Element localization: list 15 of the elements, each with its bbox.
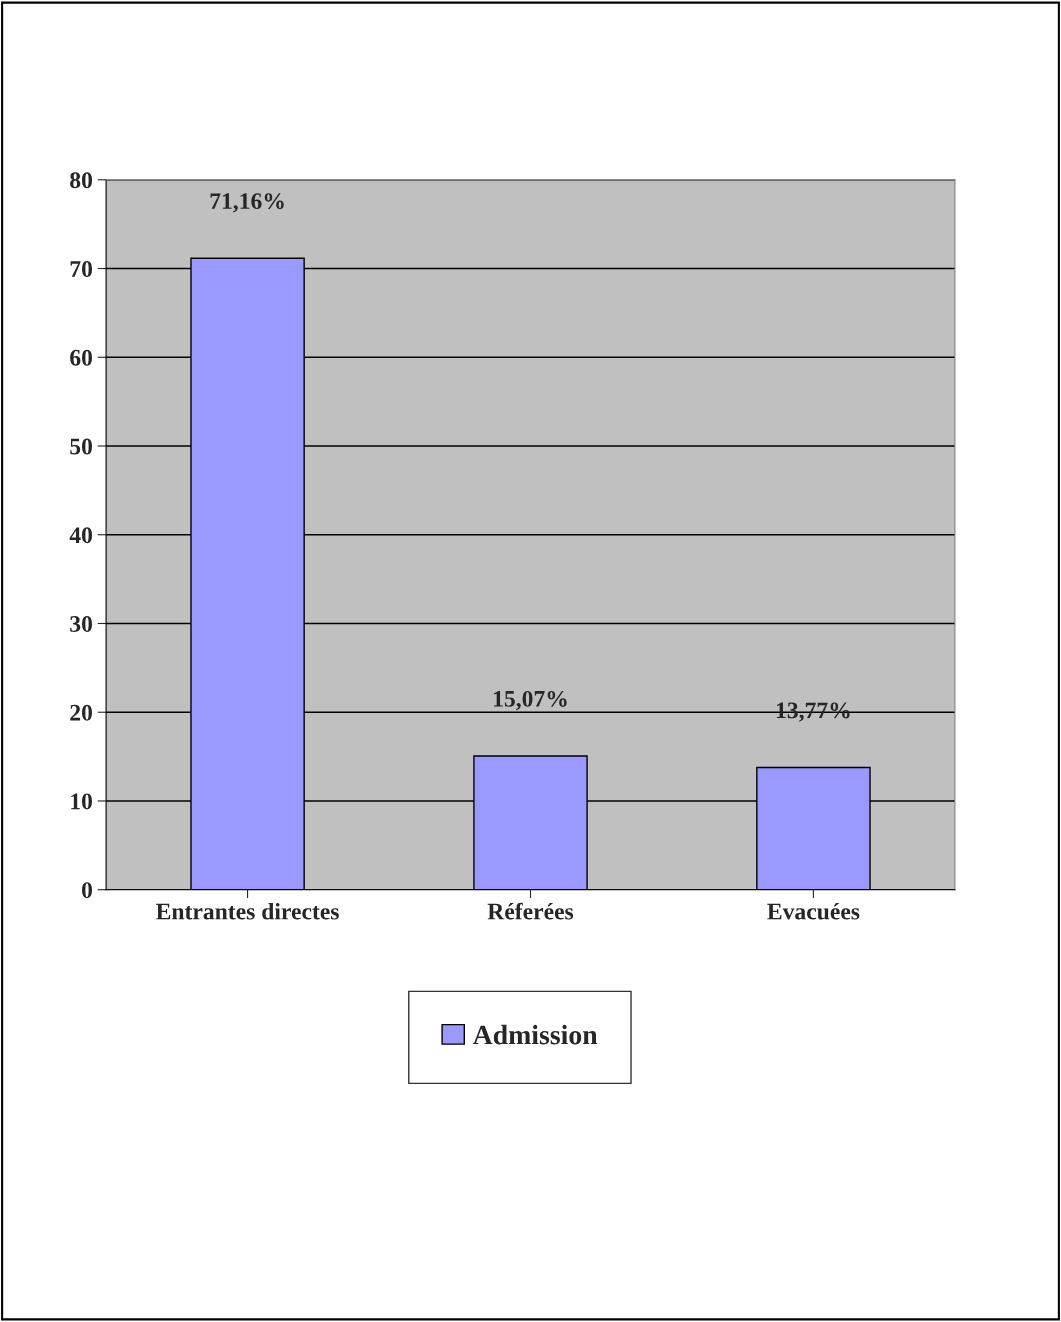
x-tick-label: Entrantes directes xyxy=(156,902,339,920)
y-tick-label: 70 xyxy=(70,261,93,277)
y-tick-label: 10 xyxy=(71,793,93,810)
y-tick-label: 30 xyxy=(70,615,93,632)
y-tick-label: 50 xyxy=(70,438,93,455)
y-tick-label: 40 xyxy=(69,527,93,544)
y-tick-label: 20 xyxy=(70,704,93,721)
data-label: 15,07% xyxy=(494,690,567,711)
y-tick-label: 0 xyxy=(82,882,93,899)
legend-label: Admission xyxy=(472,1024,598,1045)
y-tick-label: 60 xyxy=(70,349,93,366)
x-tick-label: Evacuées xyxy=(767,902,860,920)
x-tick-label: Réferées xyxy=(487,902,574,920)
y-tick-label: 80 xyxy=(70,172,93,189)
data-label: 71,16% xyxy=(210,193,284,213)
